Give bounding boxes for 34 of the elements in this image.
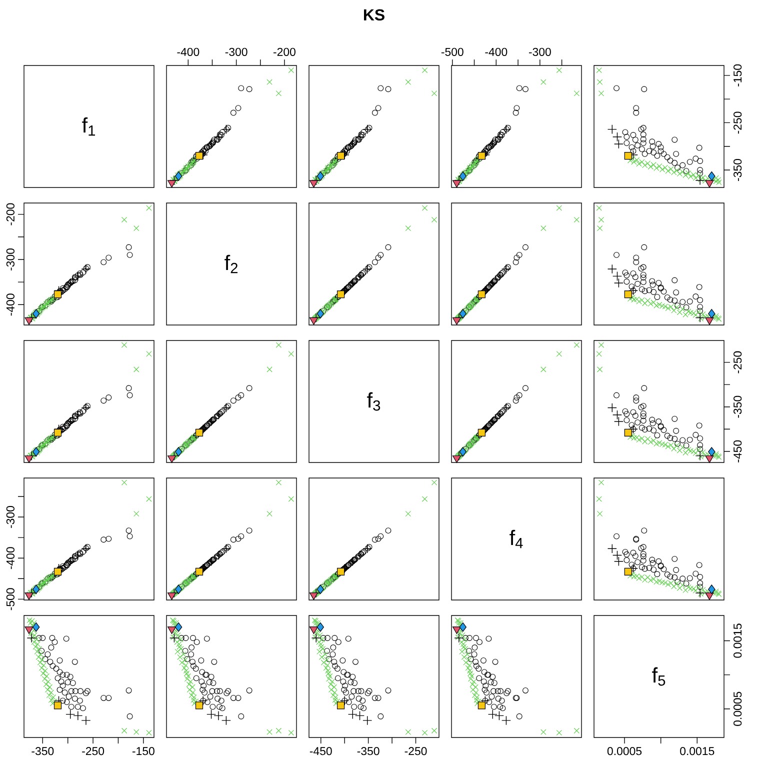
x-tick-label: -250 (404, 747, 427, 756)
x-tick-label: -300 (528, 48, 551, 56)
y-tick-label: -200 (6, 203, 14, 226)
y-tick-label: -300 (6, 506, 14, 528)
text: f$_{3}$ (367, 392, 380, 411)
y-tick-label: -300 (6, 248, 14, 270)
x-tick-label: -300 (225, 48, 248, 56)
x-tick-label: -350 (357, 747, 380, 756)
y-tick-label: -350 (734, 158, 742, 181)
x-tick-label: -150 (132, 747, 154, 756)
y-tick-label: -400 (6, 294, 14, 316)
y-tick-label: 0.0015 (734, 624, 742, 658)
x-tick-label: -400 (177, 48, 200, 56)
x-tick-label: -400 (485, 48, 508, 56)
y-tick-label: -450 (734, 440, 742, 462)
x-tick-label: -450 (310, 747, 332, 756)
text: f$_{4}$ (510, 530, 523, 548)
x-tick-label: -500 (441, 48, 464, 56)
annotation: f$_{5}$ (652, 667, 666, 686)
text: f$_{2}$ (224, 254, 238, 274)
y-tick-label: -150 (734, 64, 742, 86)
x-tick-label: -200 (274, 48, 296, 56)
x-tick-label: -350 (32, 747, 54, 756)
y-tick-label: -350 (734, 396, 742, 418)
x-tick-label: 0.0015 (680, 747, 714, 756)
y-tick-label: -250 (734, 351, 742, 374)
y-tick-label: 0.0005 (734, 692, 742, 726)
x-tick-label: -250 (82, 747, 104, 756)
y-tick-label: -500 (6, 588, 14, 610)
y-tick-label: -400 (6, 547, 14, 570)
text: KS (364, 9, 384, 20)
x-tick-label: 0.0005 (607, 747, 642, 756)
text: f$_{1}$ (82, 117, 96, 136)
y-tick-label: -250 (734, 112, 742, 134)
